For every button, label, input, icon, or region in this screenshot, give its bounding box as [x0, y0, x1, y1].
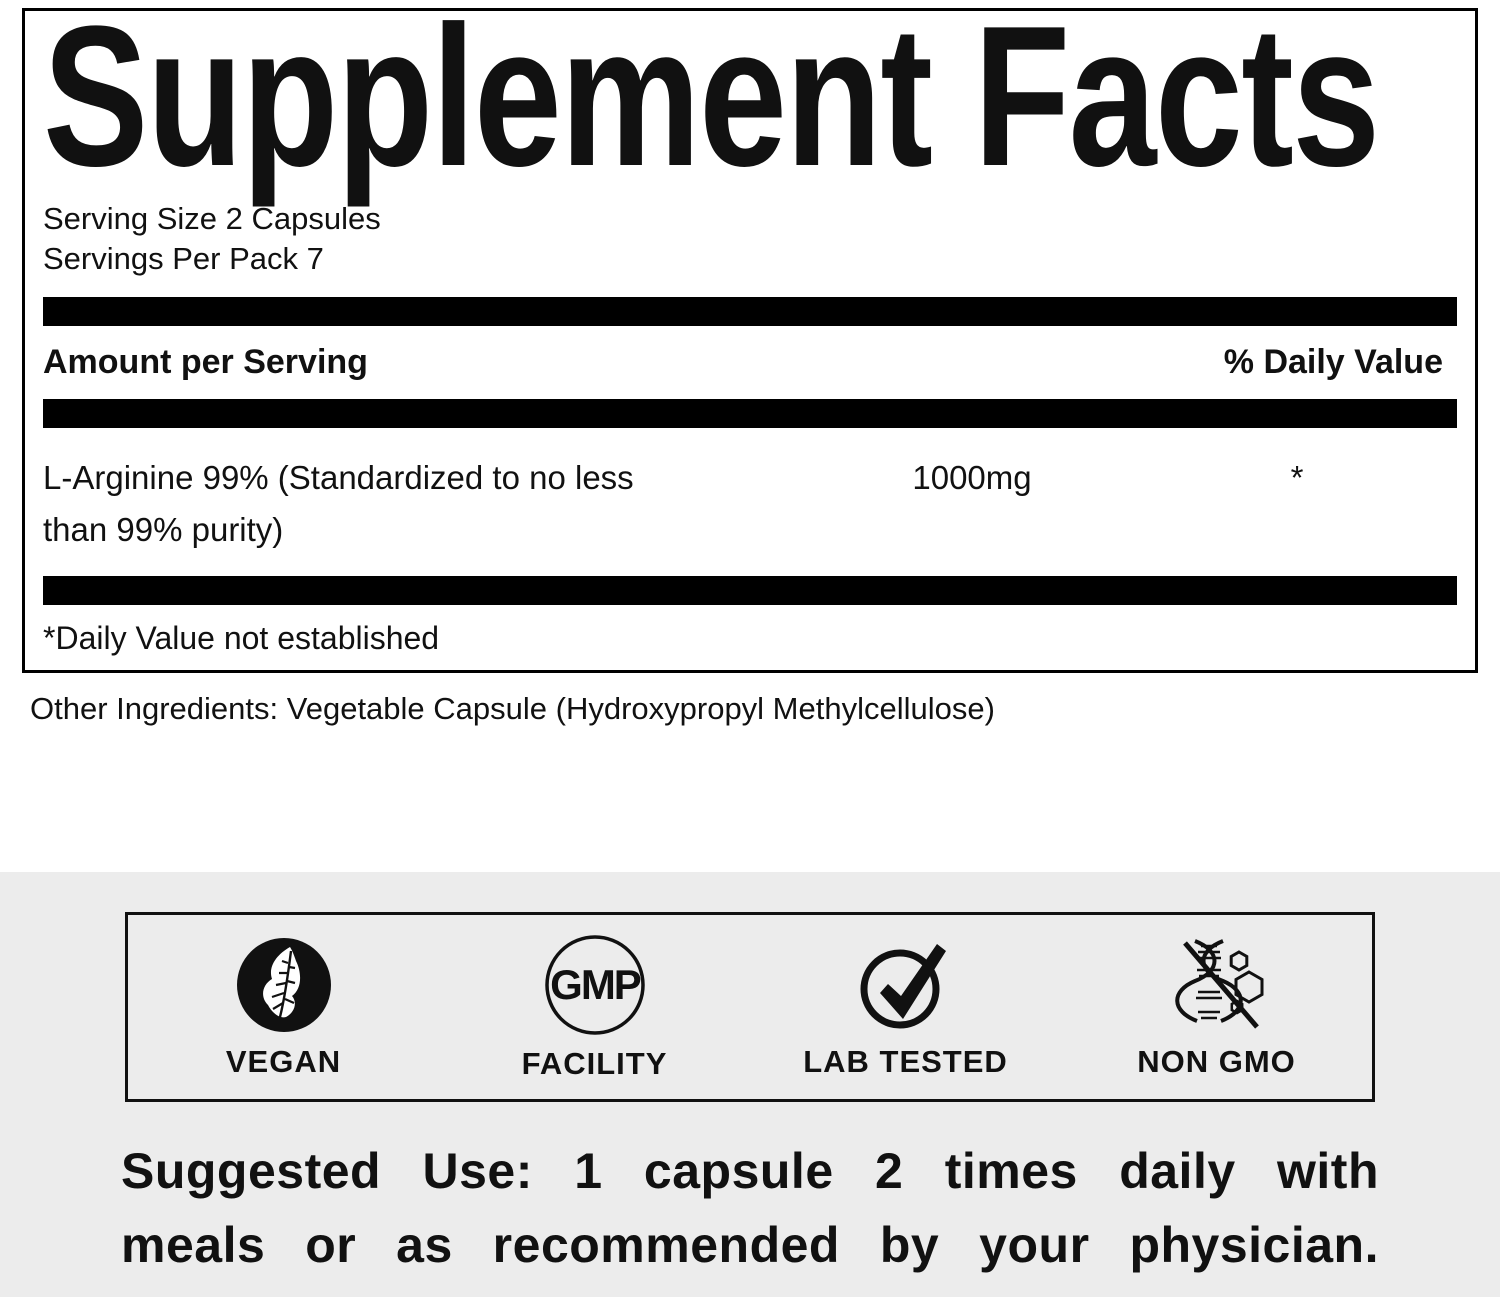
servings-per-pack-text: Servings Per Pack 7 — [43, 241, 324, 276]
column-header-row: Amount per Serving % Daily Value — [43, 326, 1457, 399]
ingredient-name-line-1: L-Arginine 99% (Standardized to no less — [43, 459, 634, 496]
daily-value-footnote: *Daily Value not established — [43, 620, 440, 656]
amount-per-serving-header: Amount per Serving — [43, 343, 368, 381]
ingredient-row: L-Arginine 99% (Standardized to no less … — [43, 428, 1457, 576]
daily-value-header: % Daily Value — [1223, 343, 1443, 381]
checkmark-circle-icon — [856, 935, 956, 1035]
non-gmo-dna-icon — [1165, 935, 1269, 1035]
badge-gmp-label: FACILITY — [521, 1046, 668, 1081]
ingredient-name-line-2: than 99% purity) — [43, 511, 284, 548]
badge-lab-tested-label: LAB TESTED — [803, 1044, 1008, 1079]
supplement-facts-panel: Supplement Facts Serving Size 2 Capsules… — [22, 0, 1478, 673]
badge-non-gmo: NON GMO — [1061, 935, 1372, 1079]
gmp-icon-text: GMP — [550, 961, 641, 1008]
suggested-use-block: Suggested Use: 1 capsule 2 times daily w… — [121, 1134, 1379, 1282]
badges-box: VEGAN GMP FACILITY LAB — [125, 912, 1375, 1102]
panel-title: Supplement Facts — [43, 0, 1380, 208]
badge-lab-tested: LAB TESTED — [750, 935, 1061, 1079]
serving-size-text: Serving Size 2 Capsules — [43, 201, 381, 236]
suggested-use-line-1: Suggested Use: 1 capsule 2 times daily w… — [121, 1143, 1379, 1199]
gmp-circle-icon: GMP — [543, 933, 647, 1037]
ingredient-daily-value: * — [1290, 459, 1304, 496]
badge-gmp-facility: GMP FACILITY — [439, 933, 750, 1081]
divider-bar-bottom — [43, 576, 1457, 605]
ingredient-amount: 1000mg — [912, 459, 1032, 496]
badge-non-gmo-label: NON GMO — [1137, 1044, 1296, 1079]
vegan-leaf-icon — [234, 935, 334, 1035]
ingredient-name: L-Arginine 99% (Standardized to no less … — [43, 452, 807, 556]
divider-bar-top — [43, 297, 1457, 326]
other-ingredients-text: Other Ingredients: Vegetable Capsule (Hy… — [30, 691, 995, 726]
badge-vegan: VEGAN — [128, 935, 439, 1079]
badge-vegan-label: VEGAN — [225, 1044, 342, 1079]
bottom-band: VEGAN GMP FACILITY LAB — [0, 872, 1500, 1297]
divider-bar-middle — [43, 399, 1457, 428]
suggested-use-line-2: meals or as recommended by your physicia… — [121, 1217, 1379, 1273]
